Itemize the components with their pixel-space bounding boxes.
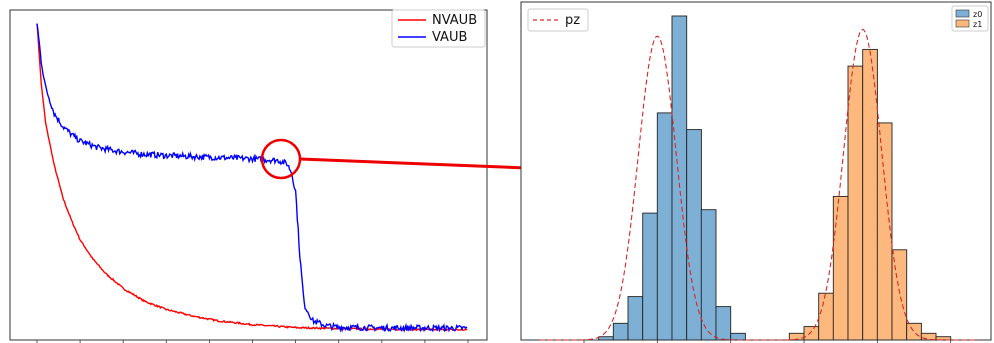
bar-z0 (643, 213, 658, 340)
left-legend: NVAUB VAUB (392, 10, 485, 47)
bar-z1 (892, 250, 907, 340)
bar-z1 (921, 333, 936, 340)
bar-z0 (687, 130, 702, 340)
right-chart-panel: pz z0 z1 (521, 2, 991, 343)
legend-label-z0: z0 (973, 10, 982, 19)
bar-z1 (907, 323, 922, 340)
right-plot-frame (521, 2, 991, 340)
legend-swatch-z0 (956, 10, 969, 17)
bar-z0 (613, 323, 628, 340)
legend-swatch-z1 (956, 20, 969, 27)
legend-label-nvaub: NVAUB (432, 13, 477, 28)
bar-z1 (877, 123, 892, 340)
bar-z1 (819, 293, 834, 340)
bar-z1 (833, 196, 848, 340)
bar-z0 (716, 307, 731, 340)
left-chart-panel: NVAUB VAUB (10, 10, 487, 343)
bar-z1 (804, 327, 819, 340)
legend-label-vaub: VAUB (432, 30, 467, 45)
bar-z0 (701, 210, 716, 340)
bar-z0 (672, 16, 687, 340)
bar-z1 (848, 66, 863, 340)
bar-z0 (731, 333, 746, 340)
bar-z0 (628, 297, 643, 340)
legend-label-z1: z1 (973, 20, 982, 29)
legend-z: z0 z1 (952, 6, 988, 31)
bar-z0 (599, 337, 614, 340)
legend-pz: pz (528, 9, 588, 31)
legend-label-pz: pz (565, 13, 580, 28)
left-plot-frame (10, 10, 487, 340)
bar-z0 (657, 113, 672, 340)
